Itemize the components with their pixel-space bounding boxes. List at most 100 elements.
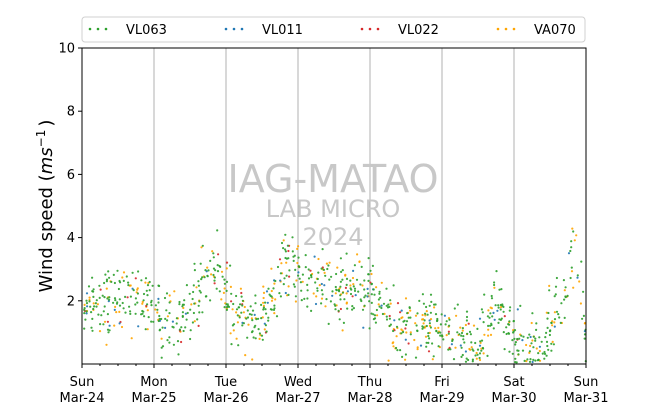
data-point xyxy=(241,304,244,307)
data-point xyxy=(270,267,273,270)
data-point xyxy=(428,324,432,327)
data-point xyxy=(399,311,402,314)
data-point xyxy=(321,293,324,296)
data-point xyxy=(273,312,276,315)
data-point xyxy=(400,328,403,331)
data-point xyxy=(426,313,429,316)
data-point xyxy=(385,318,389,321)
y-tick-label: 10 xyxy=(58,42,75,57)
data-point xyxy=(476,348,480,351)
data-point xyxy=(301,273,304,276)
data-point xyxy=(262,291,266,294)
data-point xyxy=(514,357,517,360)
y-tick-label: 6 xyxy=(67,168,75,183)
data-point xyxy=(487,328,490,331)
data-point xyxy=(321,248,324,251)
data-point xyxy=(367,279,370,282)
data-point xyxy=(255,318,258,321)
data-point xyxy=(288,269,291,272)
data-point xyxy=(178,300,181,304)
data-point xyxy=(254,294,257,297)
data-point xyxy=(210,273,213,276)
data-point xyxy=(328,278,331,281)
data-point xyxy=(349,292,353,296)
data-point xyxy=(99,288,102,291)
data-point xyxy=(499,303,502,307)
data-point xyxy=(98,296,101,299)
data-point xyxy=(102,323,105,326)
data-point xyxy=(117,287,120,291)
data-point xyxy=(428,319,431,322)
data-point xyxy=(422,322,425,325)
data-point xyxy=(119,281,122,284)
data-point xyxy=(160,346,163,349)
data-point xyxy=(468,330,472,333)
y-tick-label: 2 xyxy=(67,294,75,309)
data-point xyxy=(405,323,408,326)
data-point xyxy=(166,339,169,342)
data-point xyxy=(563,289,566,292)
data-point xyxy=(489,333,493,336)
data-point xyxy=(249,305,252,308)
data-point xyxy=(181,303,184,306)
data-point xyxy=(502,310,505,313)
data-point xyxy=(448,324,451,327)
data-point xyxy=(152,320,155,323)
data-point xyxy=(136,288,139,291)
data-point xyxy=(419,344,423,347)
data-point xyxy=(472,324,476,327)
watermark-line2: LAB MICRO xyxy=(266,195,401,223)
data-point xyxy=(171,320,174,323)
data-point xyxy=(144,277,148,280)
data-point xyxy=(294,300,297,303)
y-tick-label: 8 xyxy=(67,105,75,120)
data-point xyxy=(582,290,585,293)
data-point xyxy=(576,274,579,277)
data-point xyxy=(571,227,574,230)
data-point xyxy=(421,293,424,296)
legend-label: VL022 xyxy=(398,23,439,38)
data-point xyxy=(250,317,253,320)
data-point xyxy=(398,318,401,321)
watermark-line3: 2024 xyxy=(302,223,363,251)
y-tick-label: 4 xyxy=(67,231,75,246)
data-point xyxy=(103,305,106,308)
data-point xyxy=(408,306,411,310)
data-point xyxy=(447,332,450,335)
data-point xyxy=(529,344,532,347)
data-point xyxy=(369,269,372,272)
vertical-grid xyxy=(153,48,515,364)
data-point xyxy=(107,331,110,334)
data-point xyxy=(503,348,506,351)
data-point xyxy=(193,262,196,265)
data-point xyxy=(215,287,218,290)
data-point xyxy=(346,290,349,293)
data-point xyxy=(204,269,207,272)
data-point xyxy=(343,298,346,301)
data-point xyxy=(165,292,169,295)
data-point xyxy=(288,275,291,278)
data-point xyxy=(496,309,499,312)
data-point xyxy=(464,323,467,327)
data-point xyxy=(583,337,586,340)
data-point xyxy=(146,294,149,297)
x-tick-day: Fri xyxy=(434,375,450,390)
data-point xyxy=(266,301,269,304)
data-point xyxy=(461,353,464,357)
data-point xyxy=(185,284,188,287)
data-point xyxy=(320,267,323,270)
data-point xyxy=(157,284,160,287)
data-point xyxy=(279,295,282,298)
data-point xyxy=(581,317,584,320)
watermark: IAG-MATAO LAB MICRO 2024 xyxy=(227,157,438,251)
data-point xyxy=(310,309,313,312)
data-point xyxy=(447,348,450,351)
data-point xyxy=(372,313,375,316)
data-point xyxy=(307,277,311,280)
data-point xyxy=(197,304,200,307)
data-point xyxy=(84,318,87,321)
data-point xyxy=(404,338,407,341)
data-point xyxy=(188,292,191,295)
data-point xyxy=(112,273,115,276)
data-point xyxy=(482,321,485,324)
